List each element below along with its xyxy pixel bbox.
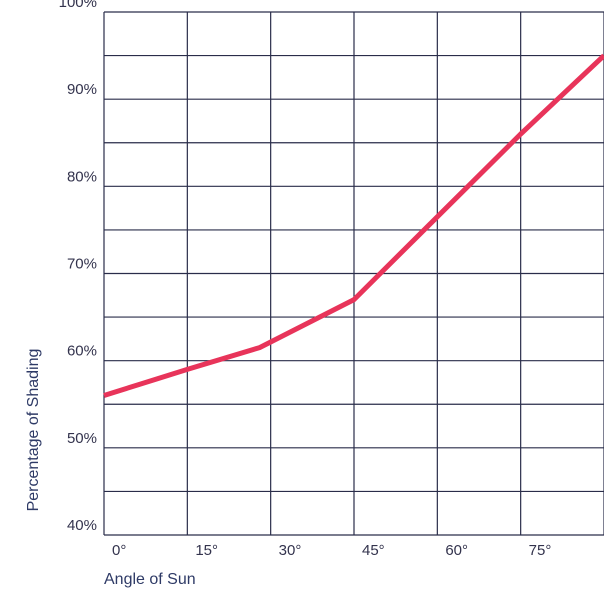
y-tick-label: 40% [67,517,97,534]
series-line [103,53,604,398]
x-tick-label: 45° [362,542,385,559]
y-tick-label: 100% [59,0,97,11]
x-axis-ticks: 0° 15° 30° 45° 60° 75° [112,542,551,559]
x-axis-title: Angle of Sun [104,571,196,588]
x-tick-label: 75° [529,542,552,559]
x-tick-label: 0° [112,542,126,559]
y-tick-label: 70% [67,256,97,273]
y-tick-label: 90% [67,81,97,98]
x-tick-label: 60° [445,542,468,559]
y-tick-label: 50% [67,430,97,447]
y-axis-title: Percentage of Shading [25,349,42,512]
y-tick-label: 80% [67,168,97,185]
series-layer [103,53,604,398]
x-tick-label: 15° [195,542,218,559]
x-tick-label: 30° [279,542,302,559]
y-axis-ticks: 40% 50% 60% 70% 80% 90% 100% [59,0,97,534]
y-tick-label: 60% [67,343,97,360]
grid [103,11,604,536]
